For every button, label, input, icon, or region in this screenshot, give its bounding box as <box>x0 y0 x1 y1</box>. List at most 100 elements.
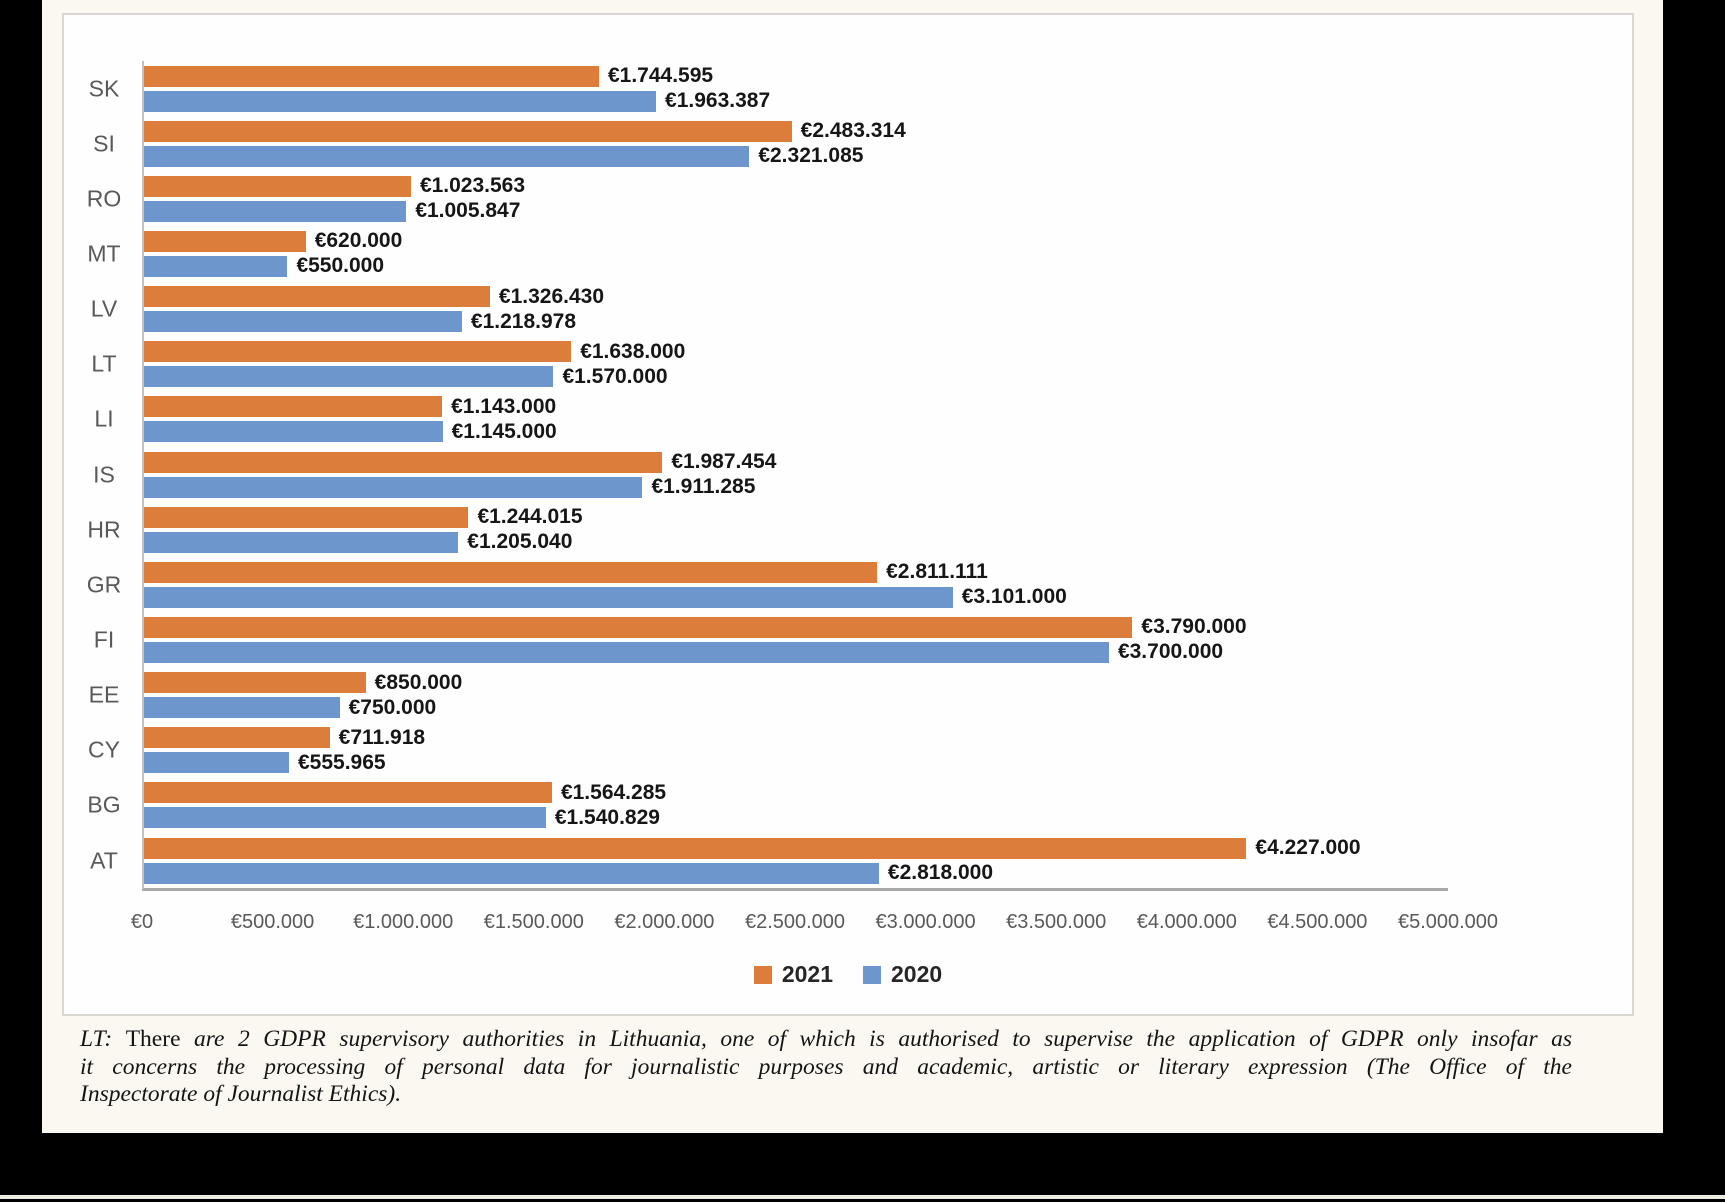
x-tick-2: €1.000.000 <box>353 911 454 933</box>
bar-row-2021-gr: €2.811.111 <box>144 560 1448 584</box>
bar-2020-lv <box>144 311 462 333</box>
bar-2020-ro <box>144 200 407 222</box>
bar-row-2021-sk: €1.744.595 <box>144 64 1448 88</box>
bar-value-2021-lt: €1.638.000 <box>580 339 686 363</box>
x-tick-8: €4.000.000 <box>1136 911 1237 933</box>
bar-group-li: LI €1.143.000 €1.145.000 <box>94 392 1448 447</box>
footnote-upright-word: There <box>125 1026 181 1052</box>
bar-value-2020-hr: €1.205.040 <box>467 530 573 554</box>
bar-row-2021-ee: €850.000 <box>144 671 1448 694</box>
bar-group-ro: RO €1.023.563 €1.005.847 <box>87 171 1448 226</box>
bar-value-2021-gr: €2.811.111 <box>886 560 988 584</box>
bar-value-2020-lt: €1.570.000 <box>562 364 668 388</box>
bar-2021-gr <box>144 561 878 583</box>
bar-value-2021-cy: €711.918 <box>338 725 426 749</box>
legend-swatch-2021 <box>753 965 772 984</box>
bar-2021-li <box>144 396 443 418</box>
bar-group-bg: BG €1.564.285 €1.540.829 <box>87 778 1448 833</box>
bar-value-2020-sk: €1.963.387 <box>665 89 771 113</box>
x-axis: €0 €500.000 €1.000.000 €1.500.000 €2.000.000… <box>131 911 1498 943</box>
bar-value-2020-cy: €555.965 <box>297 750 386 774</box>
bar-2020-si <box>144 145 750 167</box>
bar-value-2021-hr: €1.244.015 <box>477 505 583 529</box>
bar-2021-lt <box>144 341 572 363</box>
bar-2020-cy <box>144 752 289 774</box>
bar-row-2020-mt: €550.000 <box>144 254 1448 277</box>
bar-row-2020-is: €1.911.285 <box>144 475 1448 498</box>
legend-label-2020: 2020 <box>891 961 943 987</box>
bar-value-2020-ee: €750.000 <box>348 695 437 719</box>
bar-value-2020-gr: €3.101.000 <box>961 585 1067 609</box>
bar-row-2021-hr: €1.244.015 <box>144 505 1448 529</box>
bar-value-2020-fi: €3.700.000 <box>1117 640 1224 664</box>
bar-value-2021-fi: €3.790.000 <box>1141 615 1247 639</box>
category-label-li: LI <box>94 405 114 432</box>
bar-row-2021-at: €4.227.000 <box>144 836 1448 860</box>
bar-2020-is <box>144 476 643 498</box>
category-label-bg: BG <box>87 791 121 818</box>
chart-panel: SK €1.744.595 €1.963.387 SI €2.483.314 €2.321… <box>62 13 1634 1016</box>
bar-group-mt: MT €620.000 €550.000 <box>87 226 1448 281</box>
bar-row-2020-hr: €1.205.040 <box>144 530 1448 554</box>
bar-2020-ee <box>144 697 340 719</box>
bar-row-2020-ee: €750.000 <box>144 695 1448 719</box>
bar-row-2020-li: €1.145.000 <box>144 420 1448 443</box>
bar-value-2021-ro: €1.023.563 <box>419 174 526 198</box>
bar-row-2020-cy: €555.965 <box>144 750 1448 774</box>
bar-row-2020-si: €2.321.085 <box>144 144 1448 167</box>
bar-2020-lt <box>144 366 554 388</box>
bar-2021-mt <box>144 230 306 252</box>
bar-row-2021-lv: €1.326.430 <box>144 284 1448 308</box>
footnote-lt-label: LT: <box>80 1026 113 1052</box>
legend-swatch-2020 <box>863 965 881 984</box>
bar-2021-is <box>144 451 663 473</box>
category-label-si: SI <box>93 130 115 157</box>
bar-row-2020-ro: €1.005.847 <box>144 199 1448 222</box>
category-label-lv: LV <box>90 295 118 322</box>
bar-value-2021-lv: €1.326.430 <box>498 284 605 308</box>
bar-row-2021-lt: €1.638.000 <box>144 339 1448 363</box>
bar-row-2021-fi: €3.790.000 <box>144 615 1448 639</box>
bar-value-2021-at: €4.227.000 <box>1255 836 1361 860</box>
category-label-hr: HR <box>87 516 121 543</box>
bar-row-2021-bg: €1.564.285 <box>144 780 1448 804</box>
category-label-cy: CY <box>88 736 120 763</box>
bar-2021-ro <box>144 175 411 197</box>
bar-value-2021-is: €1.987.454 <box>671 450 777 474</box>
bar-group-lv: LV €1.326.430 €1.218.978 <box>91 282 1448 337</box>
category-label-ee: EE <box>88 681 120 708</box>
bar-2021-si <box>144 120 792 142</box>
bar-row-2021-is: €1.987.454 <box>144 450 1448 474</box>
bar-2020-fi <box>144 641 1109 663</box>
bar-row-2021-li: €1.143.000 <box>144 394 1448 418</box>
bar-value-2021-sk: €1.744.595 <box>607 64 714 88</box>
bar-2020-li <box>144 421 443 443</box>
bar-2020-sk <box>144 90 657 112</box>
category-label-at: AT <box>90 847 118 874</box>
bar-group-lt: LT €1.638.000 €1.570.000 <box>91 337 1448 392</box>
bar-value-2020-lv: €1.218.978 <box>470 309 577 333</box>
footnote-line-3: Inspectorate of Journalist Ethics). <box>80 1081 402 1107</box>
bar-2020-gr <box>144 586 953 608</box>
bar-group-sk: SK €1.744.595 €1.963.387 <box>89 61 1448 116</box>
chart-footnote: LT: There are 2 GDPR supervisory authori… <box>80 1026 1572 1109</box>
bar-row-2020-gr: €3.101.000 <box>144 585 1448 609</box>
bar-group-cy: CY €711.918 €555.965 <box>88 723 1448 778</box>
category-label-mt: MT <box>87 240 121 267</box>
bar-group-si: SI €2.483.314 €2.321.085 <box>93 116 1448 171</box>
bar-group-at: AT €4.227.000 €2.818.000 <box>90 833 1448 888</box>
bar-group-ee: EE €850.000 €750.000 <box>89 668 1448 723</box>
bar-row-2020-lt: €1.570.000 <box>144 364 1448 388</box>
bar-row-2021-cy: €711.918 <box>144 725 1448 749</box>
bar-group-is: IS €1.987.454 €1.911.285 <box>93 447 1448 502</box>
bar-value-2021-bg: €1.564.285 <box>560 780 667 804</box>
bar-2021-at <box>144 837 1247 859</box>
x-tick-0: €0 <box>130 911 154 933</box>
bar-row-2020-sk: €1.963.387 <box>144 89 1448 113</box>
bar-value-2021-si: €2.483.314 <box>800 119 906 143</box>
legend-item-2021: 2021 <box>753 961 833 988</box>
bar-row-2021-ro: €1.023.563 <box>144 174 1448 198</box>
bar-value-2021-li: €1.143.000 <box>451 394 557 418</box>
bar-row-2020-lv: €1.218.978 <box>144 309 1448 333</box>
